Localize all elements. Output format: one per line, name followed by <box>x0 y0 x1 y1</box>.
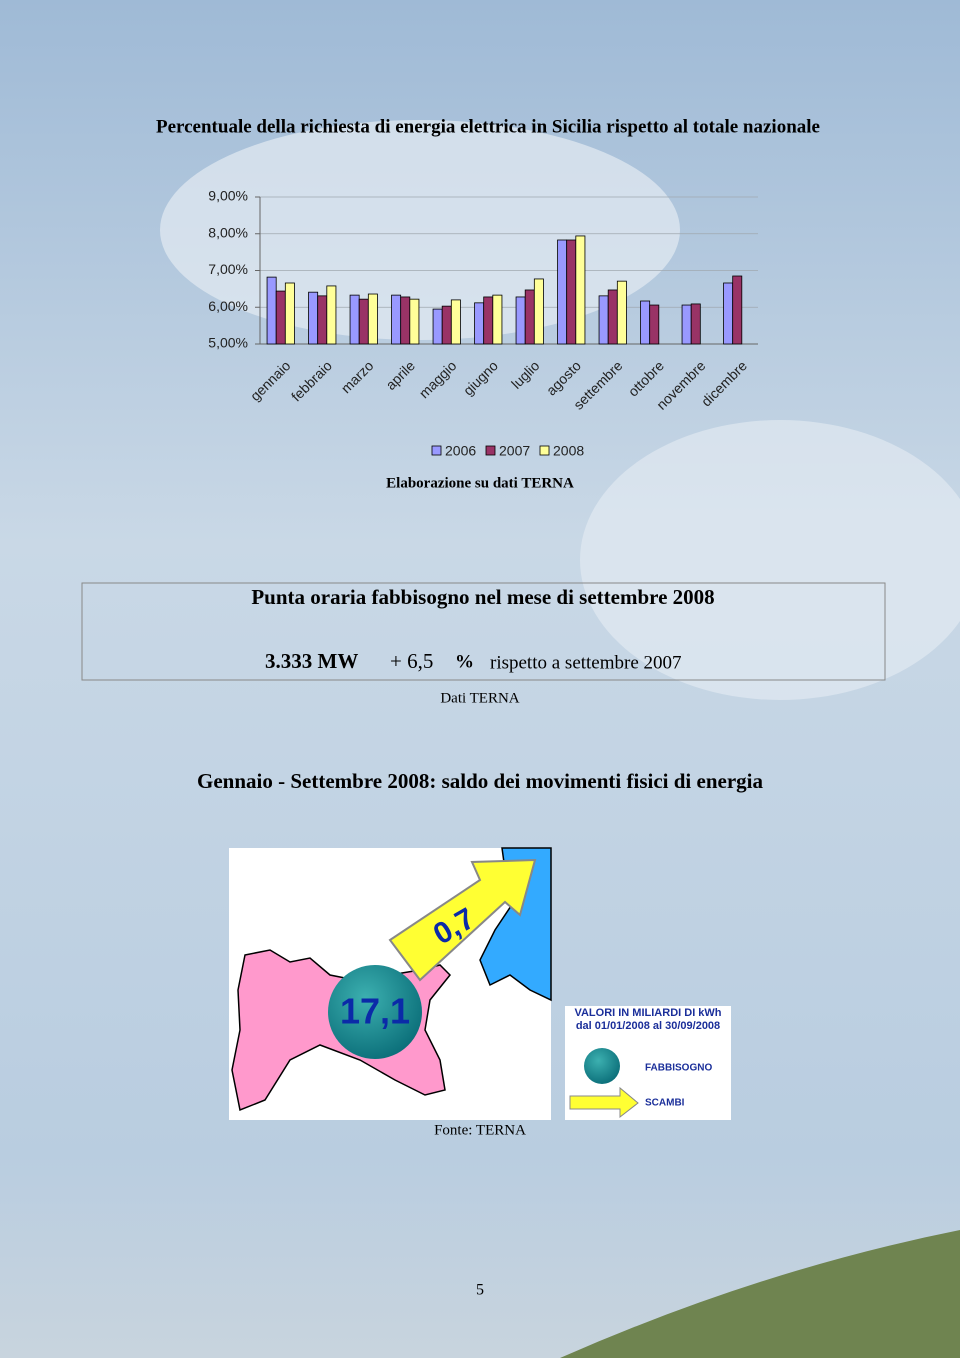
bar <box>349 294 360 345</box>
bar <box>367 293 378 345</box>
peak-value: 3.333 MW <box>265 649 358 673</box>
bar <box>326 285 337 345</box>
bar <box>441 305 452 345</box>
peak-box <box>81 582 886 681</box>
bar <box>474 302 485 345</box>
map-legend: VALORI IN MILIARDI DI kWh dal 01/01/2008… <box>565 1006 731 1120</box>
bar <box>732 275 743 345</box>
map: 0,7 17,1 <box>229 847 552 1120</box>
bar <box>358 298 369 345</box>
map-legend-period: dal 01/01/2008 al 30/09/2008 <box>576 1020 720 1032</box>
legend-swatch <box>539 445 550 456</box>
y-tick-label: 8,00% <box>208 224 248 240</box>
bar <box>723 282 734 345</box>
y-tick-label: 6,00% <box>208 298 248 314</box>
balance-source: Fonte: TERNA <box>434 1122 526 1138</box>
bar <box>533 278 544 345</box>
bar <box>432 308 443 345</box>
map-legend-arrow <box>569 1086 639 1119</box>
bar <box>515 296 526 345</box>
bar <box>275 290 286 345</box>
bar <box>575 235 586 345</box>
bar <box>616 280 627 345</box>
bar <box>524 289 535 345</box>
chart-source: Elaborazione su dati TERNA <box>386 475 574 491</box>
legend-label: 2008 <box>553 443 584 459</box>
peak-title: Punta oraria fabbisogno nel mese di sett… <box>251 585 714 609</box>
balance-title: Gennaio - Settembre 2008: saldo dei movi… <box>197 769 763 793</box>
legend-label: 2006 <box>445 443 476 459</box>
peak-unit: % <box>455 651 474 672</box>
chart-title: Percentuale della richiesta di energia e… <box>156 116 820 137</box>
bar <box>640 300 651 345</box>
y-tick-label: 7,00% <box>208 261 248 277</box>
peak-change: + 6,5 <box>390 649 433 673</box>
page-number: 5 <box>476 1282 484 1299</box>
bar <box>649 304 660 345</box>
legend-swatch <box>485 445 496 456</box>
bar <box>450 299 461 345</box>
bar <box>598 295 609 345</box>
bar <box>317 295 328 345</box>
bar <box>400 296 411 345</box>
map-legend-circle <box>584 1048 620 1084</box>
bar <box>266 276 277 345</box>
bar <box>308 291 319 345</box>
bar <box>607 289 618 345</box>
hill <box>560 1230 960 1358</box>
y-tick-label: 5,00% <box>208 335 248 351</box>
legend-label: 2007 <box>499 443 530 459</box>
cloud <box>580 420 960 700</box>
bar <box>557 239 568 345</box>
demand-circle <box>328 965 422 1059</box>
demand-value: 17,1 <box>340 991 410 1032</box>
bar <box>391 294 402 345</box>
bar <box>681 304 692 345</box>
peak-comparison: rispetto a settembre 2007 <box>490 652 682 673</box>
map-legend-title: VALORI IN MILIARDI DI kWh <box>574 1007 721 1019</box>
map-legend-demand: FABBISOGNO <box>645 1063 712 1074</box>
exchange-arrow <box>388 858 537 982</box>
bar <box>492 294 503 345</box>
bar <box>690 303 701 345</box>
bar <box>284 282 295 345</box>
peak-source: Dati TERNA <box>440 690 519 706</box>
bar <box>409 298 420 345</box>
bar <box>483 296 494 345</box>
map-legend-exchange: SCAMBI <box>645 1098 685 1109</box>
bar <box>566 239 577 345</box>
legend-swatch <box>431 445 442 456</box>
y-tick-label: 9,00% <box>208 188 248 204</box>
